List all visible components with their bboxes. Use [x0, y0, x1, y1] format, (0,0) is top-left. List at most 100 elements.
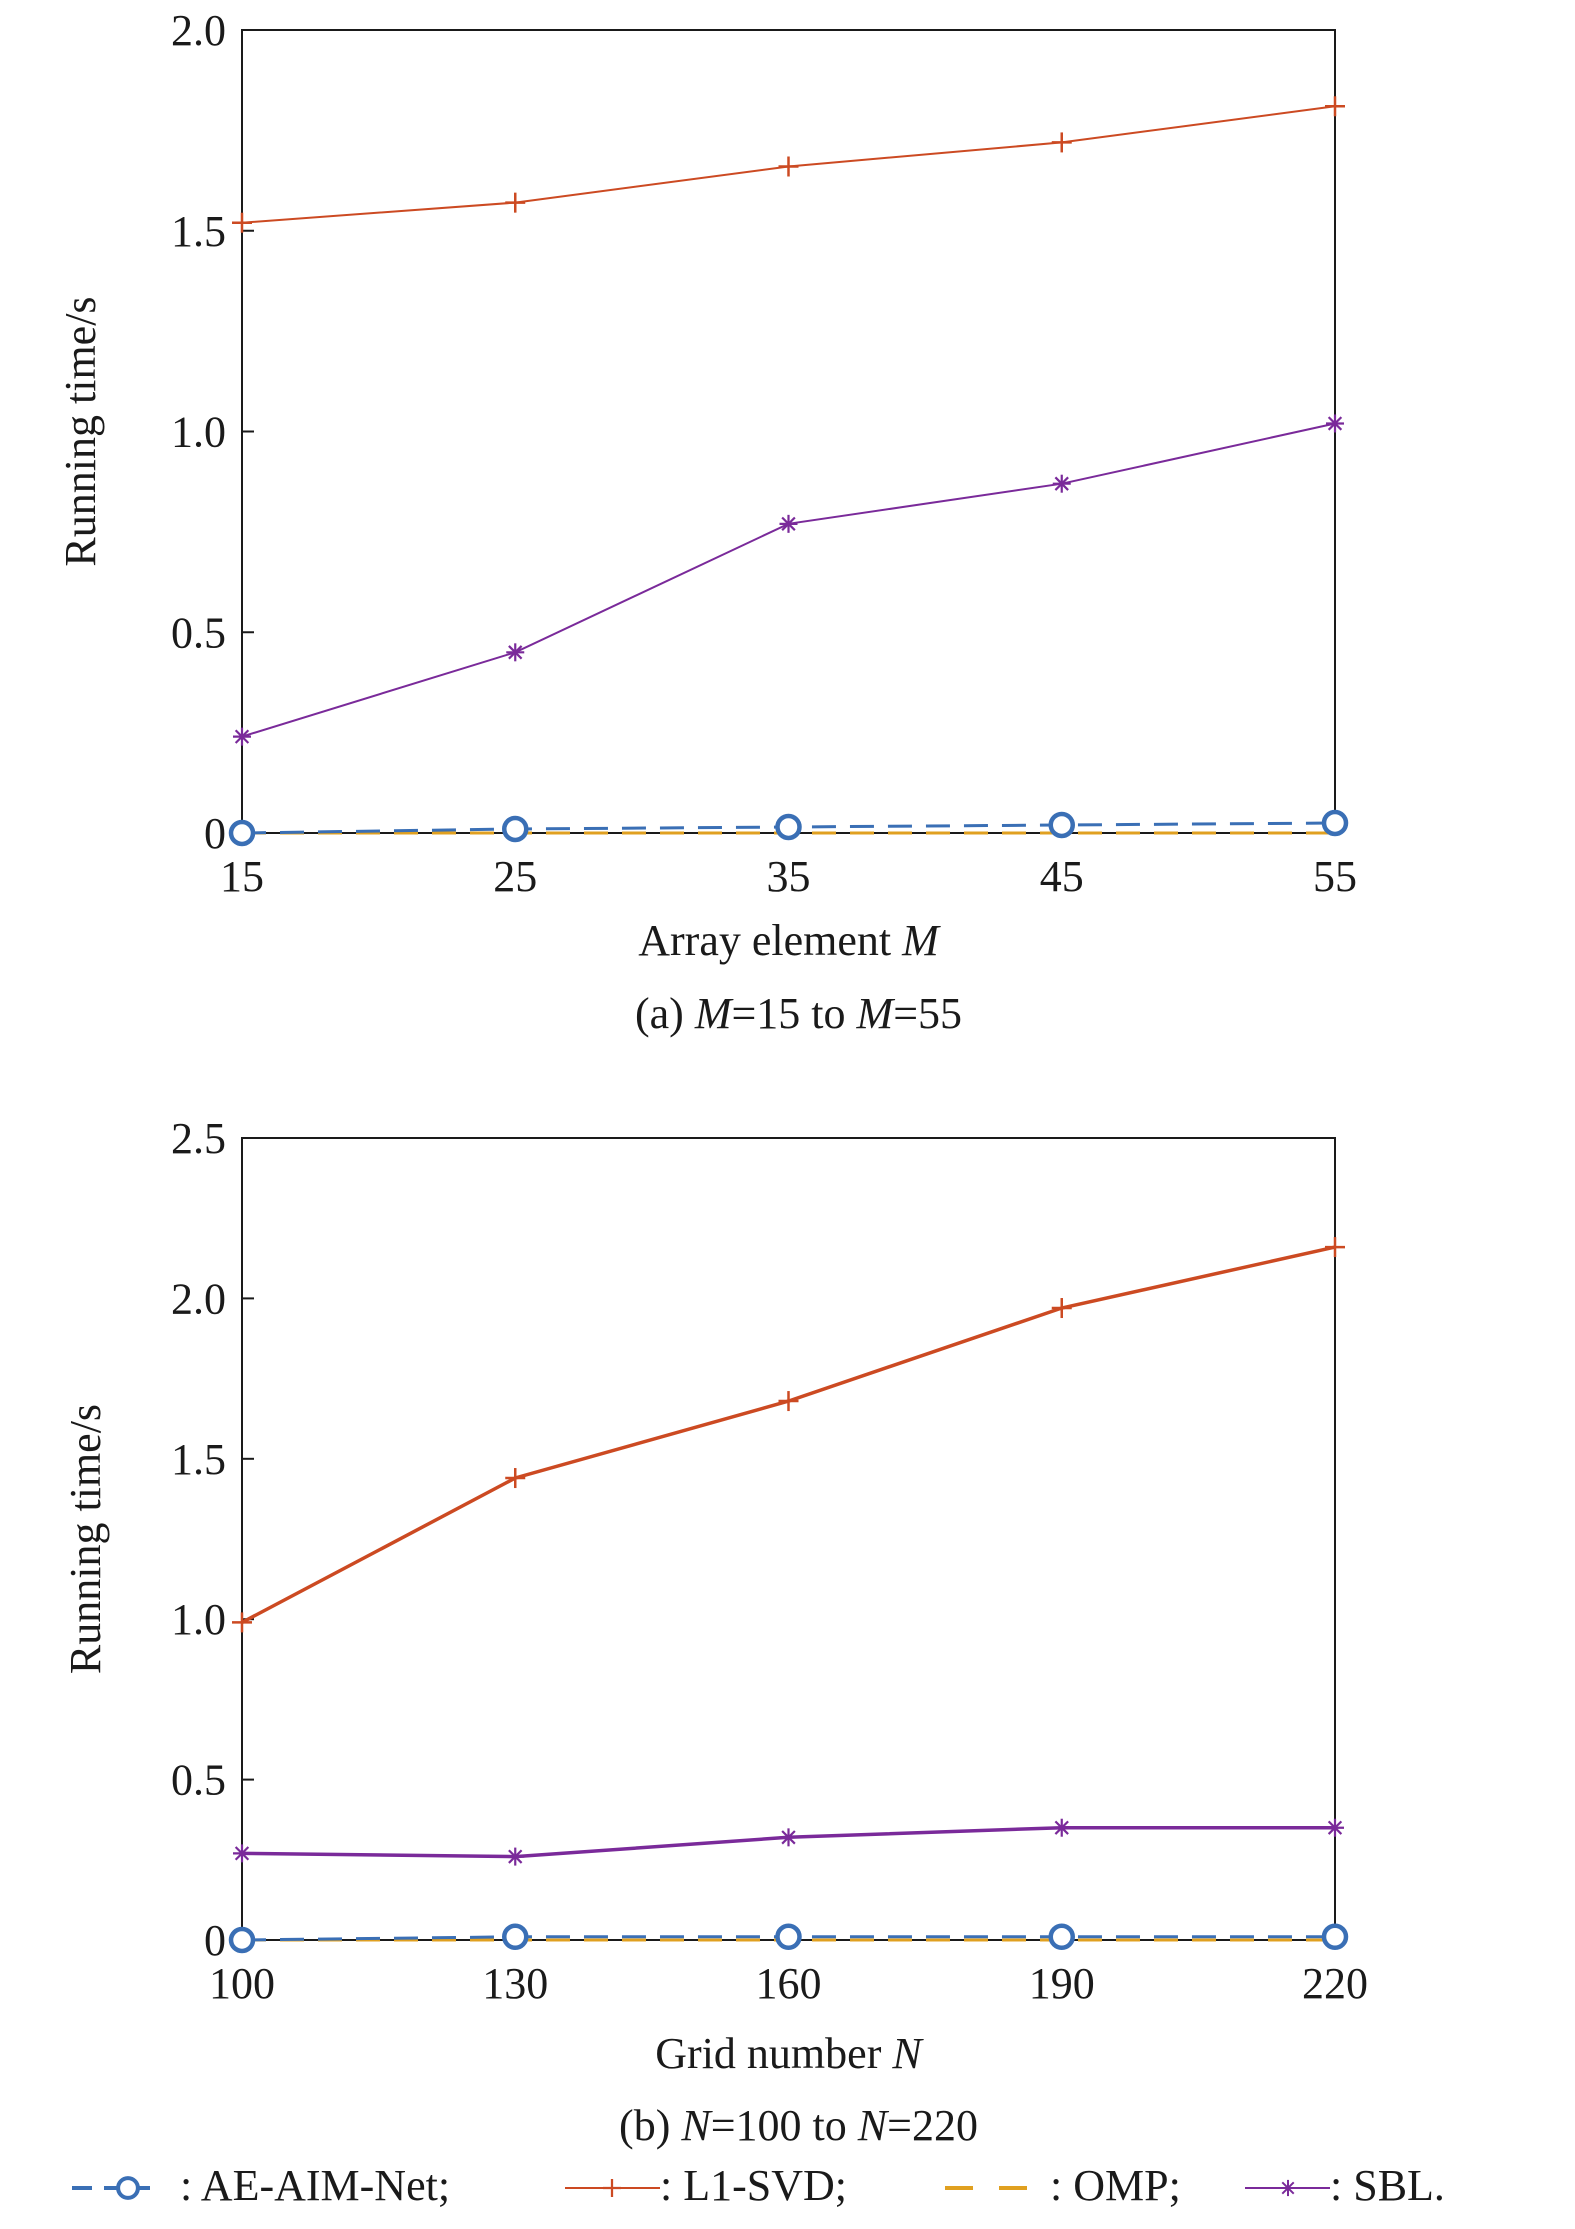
y-tick-label: 1.5 — [171, 1435, 226, 1484]
legend: : AE-AIM-Net; : L1-SVD; : OMP; : SBL. — [72, 2161, 1445, 2210]
x-tick-label: 220 — [1302, 1959, 1368, 2008]
legend-item-l1-svd: : L1-SVD; — [565, 2161, 847, 2210]
data-point — [233, 1844, 251, 1863]
panel-caption-part: (b) — [619, 2101, 681, 2150]
legend-swatch-marker — [1279, 2179, 1297, 2197]
x-tick-label: 160 — [756, 1959, 822, 2008]
y-tick-label: 2.5 — [171, 1114, 226, 1163]
data-point — [506, 643, 525, 662]
data-point — [1325, 96, 1345, 117]
x-tick-label: 100 — [209, 1959, 275, 2008]
legend-item-sbl: : SBL. — [1245, 2161, 1445, 2210]
x-axis-label: Grid number N — [655, 2029, 924, 2078]
legend-item-ae-aim-net: : AE-AIM-Net; — [72, 2161, 450, 2210]
x-tick-label: 25 — [493, 852, 537, 901]
y-tick-label: 2.0 — [171, 6, 226, 55]
data-point-arm — [234, 729, 250, 744]
series-l1-svd — [232, 96, 1345, 233]
data-point-arm — [508, 1849, 523, 1864]
legend-label: : OMP; — [1050, 2161, 1181, 2210]
data-point-arm — [781, 1830, 796, 1845]
data-point — [228, 1926, 256, 1954]
x-tick-label: 45 — [1040, 852, 1084, 901]
chart-panels: 0 0.5 1.0 1.5 2.0 15 25 35 45 55 Array element M Ru… — [56, 6, 1368, 2150]
data-point — [1048, 811, 1075, 839]
x-axis-label-part: Grid number — [655, 2029, 892, 2078]
y-tick-label: 1.0 — [171, 408, 226, 457]
series-ae-aim-net — [228, 809, 1349, 847]
series-line — [241, 1245, 1336, 1624]
legend-swatch-marker-arm — [1281, 2181, 1295, 2195]
x-tick-label: 55 — [1313, 852, 1357, 901]
data-point — [505, 1468, 526, 1489]
x-tick-label: 190 — [1029, 1959, 1095, 2008]
data-point — [1326, 414, 1344, 433]
y-tick-label: 0 — [204, 809, 226, 858]
chart-panel-a: 0 0.5 1.0 1.5 2.0 15 25 35 45 55 Array element M Ru… — [56, 6, 1357, 1038]
y-tick-label: 0 — [204, 1916, 226, 1965]
y-tick-label: 0.5 — [171, 1756, 226, 1805]
data-point — [502, 815, 529, 843]
x-axis-label-part: M — [901, 916, 941, 965]
panel-caption-part: =220 — [887, 2101, 978, 2150]
data-point-arm — [508, 645, 523, 660]
x-axis-label: Array element M — [638, 916, 941, 965]
panel-caption-part: =100 to — [711, 2101, 858, 2150]
data-point — [228, 819, 256, 847]
panel-caption-part: =15 to — [731, 989, 856, 1038]
panel-caption: (b) N=100 to N=220 — [619, 2101, 978, 2150]
data-point — [778, 1391, 799, 1412]
data-point — [1326, 1818, 1344, 1837]
panel-caption-part: M — [694, 989, 734, 1038]
y-axis-label: Running time/s — [56, 296, 105, 566]
legend-label: : AE-AIM-Net; — [180, 2161, 450, 2210]
data-point — [1052, 474, 1071, 493]
data-point — [1321, 809, 1349, 837]
data-point — [775, 813, 802, 841]
legend-item-omp: : OMP; — [945, 2161, 1181, 2210]
data-point — [506, 1847, 525, 1866]
panel-caption-part: M — [856, 989, 896, 1038]
data-point — [233, 727, 251, 746]
data-point — [505, 192, 526, 213]
data-point — [1321, 1923, 1349, 1951]
data-point-arm — [1054, 1820, 1069, 1835]
x-axis-label-part: N — [891, 2029, 924, 2078]
data-point — [1051, 132, 1072, 153]
data-point — [1325, 1237, 1345, 1258]
panel-caption: (a) M=15 to M=55 — [635, 989, 962, 1038]
series-sbl — [233, 414, 1344, 746]
plot-frame — [241, 1137, 1336, 1941]
y-axis-label: Running time/s — [61, 1404, 110, 1674]
data-point-arm — [1327, 416, 1343, 431]
panel-caption-part: N — [857, 2101, 890, 2150]
legend-swatch-marker — [603, 2179, 621, 2197]
legend-swatch-marker — [116, 2176, 140, 2200]
data-point-arm — [234, 1846, 250, 1861]
data-point — [502, 1923, 529, 1951]
series-l1-svd — [232, 1237, 1345, 1633]
data-point — [779, 1828, 798, 1847]
data-point — [779, 514, 798, 533]
plot-frame — [241, 29, 1336, 834]
data-point-arm — [1054, 476, 1069, 491]
y-tick-label: 0.5 — [171, 608, 226, 657]
data-point — [232, 1612, 252, 1633]
data-point — [1051, 1298, 1072, 1319]
legend-label: : SBL. — [1330, 2161, 1445, 2210]
data-point-arm — [1327, 1820, 1343, 1835]
series-sbl — [233, 1818, 1344, 1866]
data-point — [1048, 1923, 1075, 1951]
y-tick-label: 1.5 — [171, 207, 226, 256]
x-tick-label: 35 — [767, 852, 811, 901]
y-tick-label: 2.0 — [171, 1274, 226, 1323]
panel-caption-part: =55 — [893, 989, 962, 1038]
data-point — [775, 1923, 802, 1951]
legend-label: : L1-SVD; — [660, 2161, 847, 2210]
panel-caption-part: (a) — [635, 989, 695, 1038]
series-line — [241, 422, 1336, 738]
chart-panel-b: 0 0.5 1.0 1.5 2.0 2.5 100 130 160 190 220 Grid numb… — [61, 1114, 1368, 2150]
x-tick-label: 130 — [482, 1959, 548, 2008]
data-point — [778, 156, 799, 177]
x-axis-label-part: Array element — [638, 916, 902, 965]
